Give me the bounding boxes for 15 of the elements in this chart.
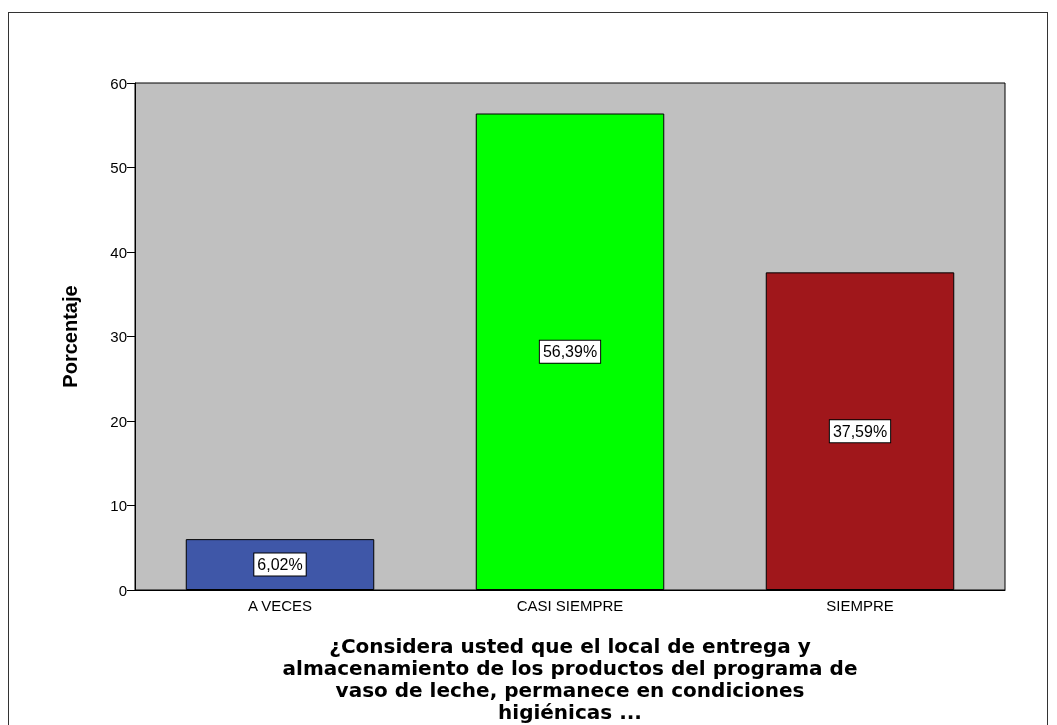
- y-tick-label: 30: [110, 328, 127, 345]
- y-tick-label: 20: [110, 412, 127, 430]
- x-tick-label: SIEMPRE: [826, 597, 894, 614]
- y-tick-label: 0: [118, 581, 127, 599]
- y-tick-label: 40: [110, 243, 127, 261]
- x-axis-title: ¿Considera usted que el local de entrega y almacenamiento de los productos del programa de vaso de leche, permanece en condiciones higiénicas ...: [282, 634, 858, 724]
- x-tick-label: A VECES: [247, 597, 313, 614]
- y-axis-title: Porcentaje: [59, 285, 81, 388]
- y-tick-label: 10: [110, 497, 127, 514]
- x-tick-label: CASI SIEMPRE: [516, 597, 624, 614]
- y-tick-label: 60: [110, 74, 127, 92]
- y-tick-label: 50: [110, 159, 127, 176]
- data-label: 56,39%: [542, 343, 598, 361]
- data-label: 6,02%: [257, 556, 303, 574]
- data-label: 37,59%: [832, 422, 888, 440]
